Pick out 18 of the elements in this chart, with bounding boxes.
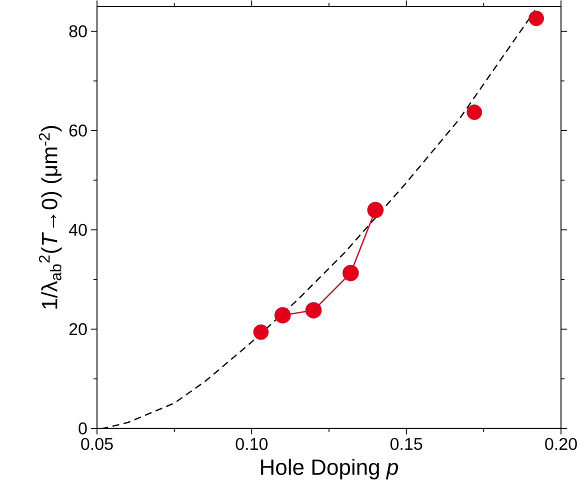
point <box>342 264 359 281</box>
point <box>253 324 269 340</box>
y-tick-label: 40 <box>68 224 87 236</box>
y-tick-label: 80 <box>69 25 87 38</box>
x-tick-label: 0.20 <box>545 438 577 450</box>
y-axis-title: 1/λ$_{ab}$$^{2}$(T→0) (μm$^{-2}$) <box>38 126 62 308</box>
x-tick-label: 0.05 <box>81 438 113 450</box>
point <box>367 202 384 218</box>
y-tick-label: 60 <box>69 124 87 136</box>
x-tick-label: 0.15 <box>390 438 422 450</box>
x-axis-title: Hole Doping p <box>261 458 398 480</box>
y-tick-label: 0 <box>78 422 87 434</box>
point <box>528 10 544 26</box>
point <box>274 306 291 324</box>
x-tick-label: 0.10 <box>236 438 268 450</box>
y-tick-label: 20 <box>69 322 87 335</box>
point <box>305 302 322 318</box>
point <box>466 104 482 120</box>
